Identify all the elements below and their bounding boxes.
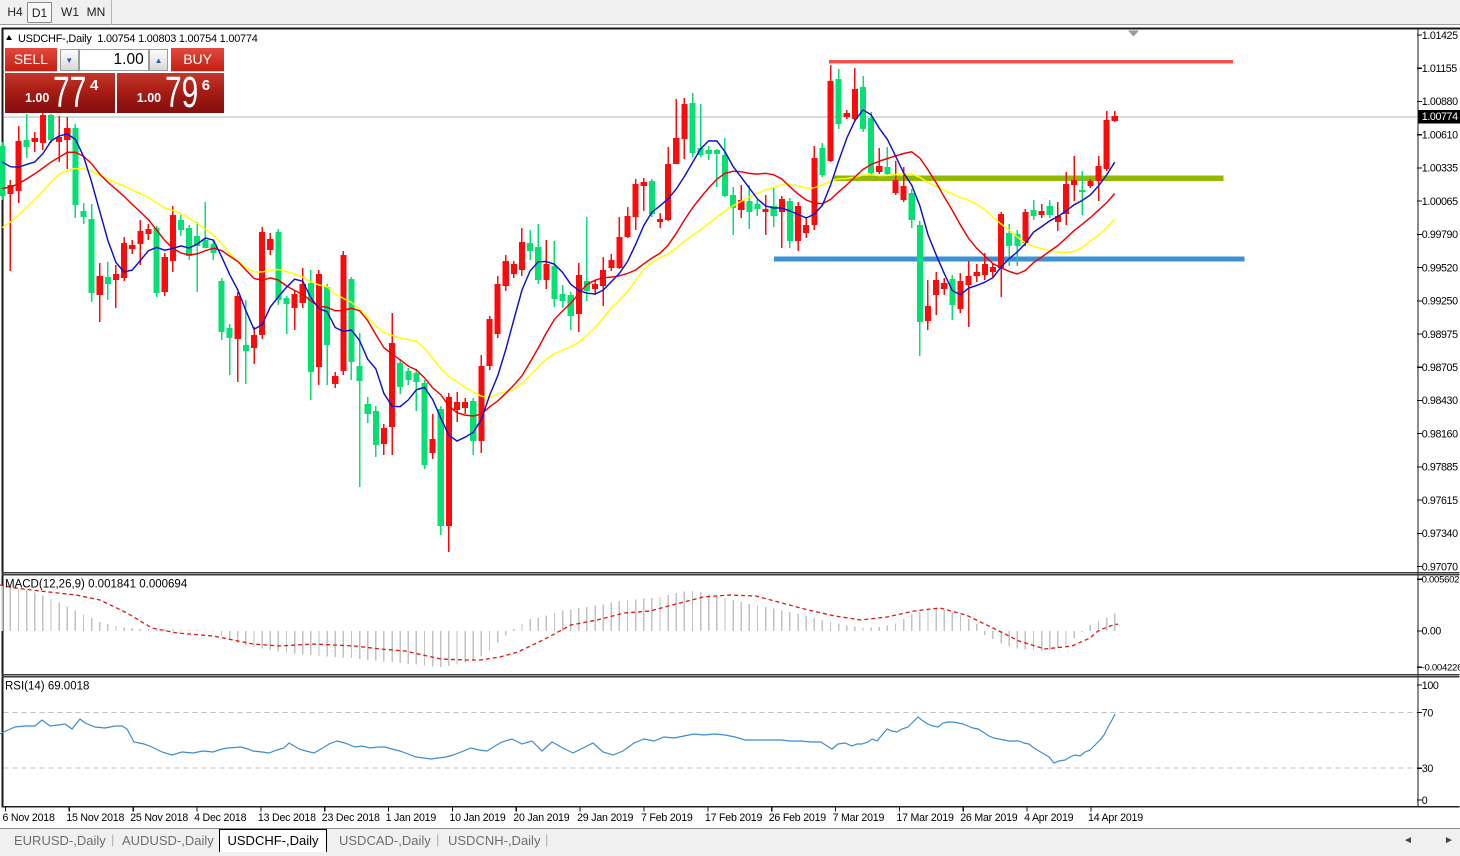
svg-text:70: 70 (1422, 707, 1434, 719)
svg-text:1.01425: 1.01425 (1422, 30, 1458, 42)
svg-text:4 Dec 2018: 4 Dec 2018 (194, 812, 246, 824)
svg-text:0.98430: 0.98430 (1422, 395, 1458, 407)
svg-text:0.99520: 0.99520 (1422, 262, 1458, 274)
svg-text:10 Jan 2019: 10 Jan 2019 (449, 812, 505, 824)
svg-text:1.00335: 1.00335 (1422, 163, 1458, 175)
svg-text:1.00065: 1.00065 (1422, 196, 1458, 208)
svg-text:25 Nov 2018: 25 Nov 2018 (130, 812, 188, 824)
svg-text:13 Dec 2018: 13 Dec 2018 (258, 812, 316, 824)
svg-text:-0.004226: -0.004226 (1422, 663, 1460, 674)
svg-text:0.97070: 0.97070 (1422, 561, 1458, 573)
svg-text:0.005602: 0.005602 (1422, 575, 1460, 586)
svg-text:0: 0 (1422, 795, 1428, 807)
svg-text:0.99250: 0.99250 (1422, 296, 1458, 308)
svg-text:1.00774: 1.00774 (1422, 111, 1458, 123)
svg-text:14 Apr 2019: 14 Apr 2019 (1088, 812, 1143, 824)
svg-text:100: 100 (1422, 680, 1439, 692)
svg-text:0.97885: 0.97885 (1422, 462, 1458, 474)
svg-text:29 Jan 2019: 29 Jan 2019 (577, 812, 633, 824)
svg-text:0.00: 0.00 (1422, 625, 1442, 637)
svg-text:7 Feb 2019: 7 Feb 2019 (641, 812, 693, 824)
svg-text:17 Feb 2019: 17 Feb 2019 (705, 812, 763, 824)
svg-text:0.97615: 0.97615 (1422, 495, 1458, 507)
svg-text:1.00880: 1.00880 (1422, 96, 1458, 108)
svg-text:0.98160: 0.98160 (1422, 428, 1458, 440)
svg-text:MACD(12,26,9) 0.001841 0.00069: MACD(12,26,9) 0.001841 0.000694 (5, 579, 188, 591)
svg-text:6 Nov 2018: 6 Nov 2018 (3, 812, 55, 824)
svg-text:26 Mar 2019: 26 Mar 2019 (960, 812, 1018, 824)
svg-text:23 Dec 2018: 23 Dec 2018 (322, 812, 380, 824)
svg-text:15 Nov 2018: 15 Nov 2018 (66, 812, 124, 824)
svg-text:0.98975: 0.98975 (1422, 329, 1458, 341)
svg-text:RSI(14) 69.0018: RSI(14) 69.0018 (5, 681, 89, 693)
svg-text:1 Jan 2019: 1 Jan 2019 (386, 812, 437, 824)
svg-text:0.99790: 0.99790 (1422, 229, 1458, 241)
svg-text:7 Mar 2019: 7 Mar 2019 (833, 812, 885, 824)
svg-text:1.01155: 1.01155 (1422, 63, 1457, 75)
svg-text:17 Mar 2019: 17 Mar 2019 (896, 812, 954, 824)
svg-text:0.97340: 0.97340 (1422, 528, 1458, 540)
svg-text:4 Apr 2019: 4 Apr 2019 (1024, 812, 1074, 824)
svg-text:20 Jan 2019: 20 Jan 2019 (513, 812, 569, 824)
svg-text:1.00610: 1.00610 (1422, 130, 1458, 142)
svg-text:30: 30 (1422, 763, 1434, 775)
svg-text:0.98705: 0.98705 (1422, 362, 1458, 374)
svg-text:26 Feb 2019: 26 Feb 2019 (769, 812, 827, 824)
